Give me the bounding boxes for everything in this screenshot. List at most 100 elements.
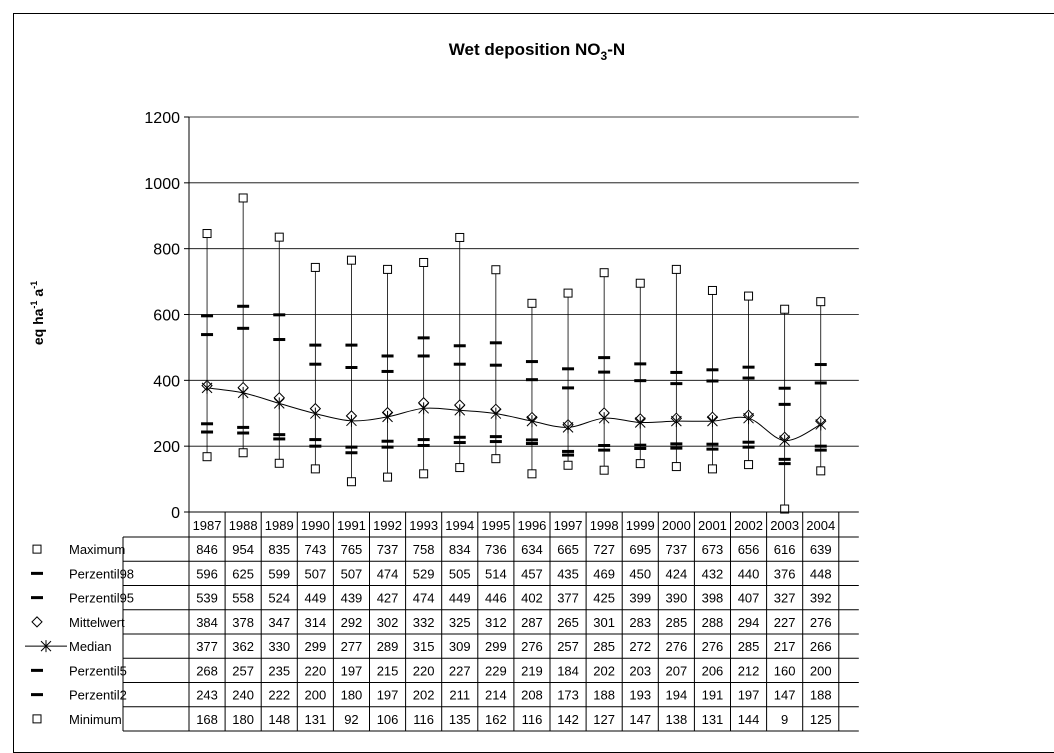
x-tick-label: 2002 (734, 518, 763, 533)
data-label: 220 (304, 663, 326, 678)
perzentil95-point (598, 370, 611, 374)
data-label: 457 (521, 566, 543, 581)
data-label: 207 (665, 663, 687, 678)
data-label: 835 (268, 542, 290, 557)
perzentil2-point (814, 448, 827, 452)
y-tick-label: 600 (153, 308, 180, 325)
perzentil95-point (381, 369, 394, 373)
maximum-point (780, 304, 790, 314)
data-label: 206 (702, 663, 724, 678)
data-label: 743 (304, 542, 326, 557)
data-label: 142 (557, 712, 579, 727)
perzentil95-point (417, 354, 430, 358)
minimum-point (310, 464, 320, 474)
data-label: 846 (196, 542, 218, 557)
data-label: 173 (557, 688, 579, 703)
data-label: 625 (232, 566, 254, 581)
perzentil95-point (634, 379, 647, 383)
data-label: 529 (413, 566, 435, 581)
minimum-point (419, 469, 429, 479)
median-point (490, 407, 502, 420)
median-point (382, 410, 393, 423)
minimum-point (816, 466, 826, 476)
median-point (779, 434, 791, 447)
perzentil95-point (453, 362, 466, 366)
data-label: 276 (702, 639, 724, 654)
perzentil98-point (453, 344, 466, 348)
perzentil95-point (814, 381, 827, 385)
data-label: 737 (377, 542, 399, 557)
perzentil98-point (634, 362, 647, 366)
perzentil98-point (417, 336, 430, 340)
data-label: 197 (341, 663, 363, 678)
data-label: 243 (196, 688, 218, 703)
minimum-point (238, 448, 248, 458)
data-label: 214 (485, 688, 507, 703)
perzentil2-point (381, 445, 394, 449)
median-point (598, 412, 610, 425)
data-label: 736 (485, 542, 507, 557)
data-label: 194 (665, 688, 687, 703)
data-label: 424 (665, 566, 687, 581)
perzentil5-point (525, 438, 538, 442)
data-label: 327 (774, 591, 796, 606)
perzentil98-point (273, 313, 286, 317)
data-label: 197 (738, 688, 760, 703)
y-axis: 0 200 400 600 800 1000 1200 (144, 110, 190, 522)
data-label: 229 (485, 663, 507, 678)
perzentil2-point (273, 437, 286, 441)
perzentil2-point (525, 442, 538, 446)
perzentil5-point (742, 440, 755, 444)
perzentil95-point (237, 326, 250, 330)
median-point (634, 416, 646, 429)
data-label: 240 (232, 688, 254, 703)
perzentil2-point (634, 446, 647, 450)
data-label: 384 (196, 615, 218, 630)
data-label: 330 (268, 639, 290, 654)
data-label: 474 (413, 591, 435, 606)
perzentil95-point (706, 379, 719, 383)
data-label: 265 (557, 615, 579, 630)
x-tick-label: 2001 (698, 518, 727, 533)
data-label: 188 (810, 688, 832, 703)
y-tick-label: 1200 (144, 110, 180, 127)
data-label: 257 (557, 639, 579, 654)
data-label: 616 (774, 542, 796, 557)
perzentil2-point (742, 445, 755, 449)
maximum-point (455, 232, 465, 242)
data-label: 285 (738, 639, 760, 654)
data-label: 665 (557, 542, 579, 557)
data-table: 1987 1988 1989 1990 1991 1992 1993 1994 1995 1996… (25, 511, 859, 732)
x-tick-label: 1992 (373, 518, 402, 533)
perzentil95-point (778, 402, 791, 406)
plot-area (201, 193, 827, 514)
y-tick-label: 1000 (144, 176, 180, 193)
legend-label-perzentil5: Perzentil5 (69, 663, 127, 678)
median-line (206, 387, 821, 442)
y-tick-label: 200 (153, 439, 180, 456)
y-tick-label: 0 (171, 505, 180, 522)
x-tick-label: 1994 (445, 518, 474, 533)
perzentil98-point (562, 367, 575, 371)
perzentil2-point (417, 444, 430, 448)
perzentil98-point (345, 343, 358, 347)
data-label: 212 (738, 663, 760, 678)
perzentil5-point (706, 442, 719, 446)
x-tick-label: 1993 (409, 518, 438, 533)
chart-title: Wet deposition NO3-N (449, 40, 625, 63)
data-label: 227 (449, 663, 471, 678)
maximum-point (816, 297, 826, 307)
maximum-point (310, 262, 320, 272)
data-label: 302 (377, 615, 399, 630)
x-tick-label: 1990 (301, 518, 330, 533)
median-point (743, 412, 754, 425)
legend-symbol-minimum (32, 714, 42, 724)
data-label: 276 (521, 639, 543, 654)
data-label: 227 (774, 615, 796, 630)
data-label: 116 (522, 712, 543, 727)
data-label: 131 (702, 712, 724, 727)
data-label: 469 (593, 566, 615, 581)
minimum-point (671, 462, 681, 472)
data-label: 9 (781, 712, 788, 727)
data-label: 257 (232, 663, 254, 678)
